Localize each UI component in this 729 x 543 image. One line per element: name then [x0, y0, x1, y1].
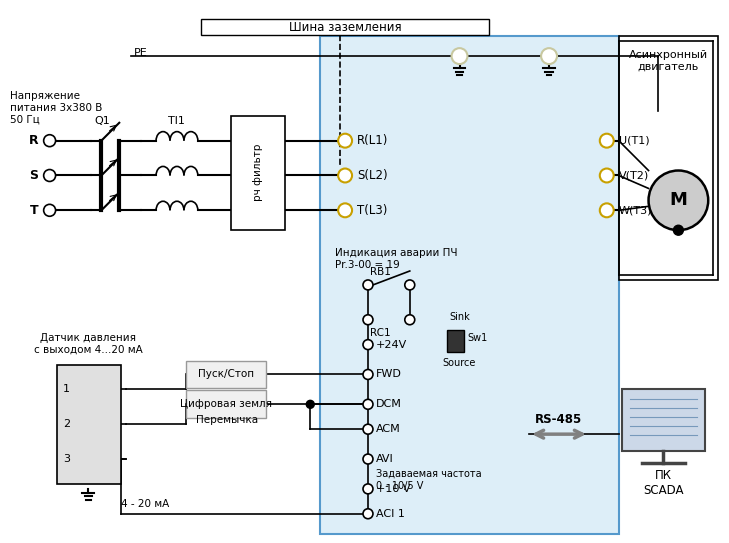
Circle shape — [363, 315, 373, 325]
Circle shape — [405, 315, 415, 325]
Circle shape — [600, 134, 614, 148]
Text: S: S — [29, 169, 38, 182]
Text: Шина заземления: Шина заземления — [289, 21, 402, 34]
Text: М: М — [669, 191, 687, 210]
Circle shape — [44, 135, 55, 147]
Text: Перемычка: Перемычка — [196, 415, 258, 425]
Circle shape — [363, 280, 373, 290]
Circle shape — [363, 424, 373, 434]
Text: Индикация аварии ПЧ
Pr.3-00 = 19: Индикация аварии ПЧ Pr.3-00 = 19 — [335, 248, 458, 270]
Bar — [57, 364, 121, 484]
Circle shape — [363, 509, 373, 519]
Circle shape — [600, 168, 614, 182]
Text: T(L3): T(L3) — [357, 204, 387, 217]
Circle shape — [44, 169, 55, 181]
Circle shape — [363, 454, 373, 464]
Text: 1: 1 — [63, 384, 70, 394]
Text: RB1: RB1 — [370, 267, 391, 277]
Circle shape — [338, 168, 352, 182]
Text: Пуск/Стоп: Пуск/Стоп — [198, 369, 254, 380]
Text: Цифровая земля: Цифровая земля — [180, 399, 272, 409]
Circle shape — [44, 204, 55, 216]
Text: ПК
SCADA: ПК SCADA — [643, 469, 684, 497]
Circle shape — [363, 399, 373, 409]
Text: U(T1): U(T1) — [619, 136, 650, 146]
Text: T: T — [29, 204, 38, 217]
Text: Sink: Sink — [449, 312, 470, 322]
Bar — [230, 116, 286, 230]
Circle shape — [405, 280, 415, 290]
Bar — [447, 330, 464, 351]
Text: R(L1): R(L1) — [357, 134, 389, 147]
Text: Sw1: Sw1 — [467, 333, 488, 343]
Text: RS-485: RS-485 — [535, 413, 582, 426]
Text: Задаваемая частота
0 - 10/5 V: Задаваемая частота 0 - 10/5 V — [376, 469, 482, 490]
Text: Напряжение
питания 3х380 В
50 Гц: Напряжение питания 3х380 В 50 Гц — [9, 91, 102, 124]
Circle shape — [541, 48, 557, 64]
Text: W(T3): W(T3) — [619, 205, 652, 216]
Text: FWD: FWD — [376, 369, 402, 380]
Text: PE: PE — [134, 48, 148, 58]
Text: Source: Source — [443, 357, 476, 368]
Circle shape — [649, 171, 709, 230]
Text: 4 - 20 мА: 4 - 20 мА — [121, 499, 170, 509]
Circle shape — [363, 484, 373, 494]
Text: AVI: AVI — [376, 454, 394, 464]
Text: +10 V: +10 V — [376, 484, 410, 494]
Bar — [320, 36, 619, 534]
Circle shape — [674, 225, 683, 235]
Circle shape — [338, 203, 352, 217]
Text: +24V: +24V — [376, 339, 408, 350]
Text: Q1: Q1 — [95, 116, 110, 126]
Circle shape — [451, 48, 467, 64]
Bar — [622, 389, 705, 451]
Bar — [619, 36, 718, 280]
Circle shape — [363, 340, 373, 350]
Text: 2: 2 — [63, 419, 70, 429]
Text: RC1: RC1 — [370, 328, 391, 338]
Text: Датчик давления
с выходом 4...20 мА: Датчик давления с выходом 4...20 мА — [34, 333, 143, 355]
Circle shape — [363, 369, 373, 380]
Circle shape — [600, 203, 614, 217]
Text: Тl1: Тl1 — [168, 116, 184, 126]
Text: R: R — [29, 134, 39, 147]
Text: V(T2): V(T2) — [619, 171, 649, 180]
Text: ACM: ACM — [376, 424, 401, 434]
Text: S(L2): S(L2) — [357, 169, 388, 182]
Text: Асинхронный
двигатель: Асинхронный двигатель — [629, 50, 708, 72]
Bar — [201, 20, 489, 35]
Circle shape — [338, 134, 352, 148]
Text: рч фильтр: рч фильтр — [252, 144, 262, 201]
Text: ACI 1: ACI 1 — [376, 509, 405, 519]
Bar — [186, 390, 265, 418]
Circle shape — [306, 400, 314, 408]
Text: 3: 3 — [63, 454, 70, 464]
Bar — [186, 361, 265, 388]
Text: DCM: DCM — [376, 399, 402, 409]
